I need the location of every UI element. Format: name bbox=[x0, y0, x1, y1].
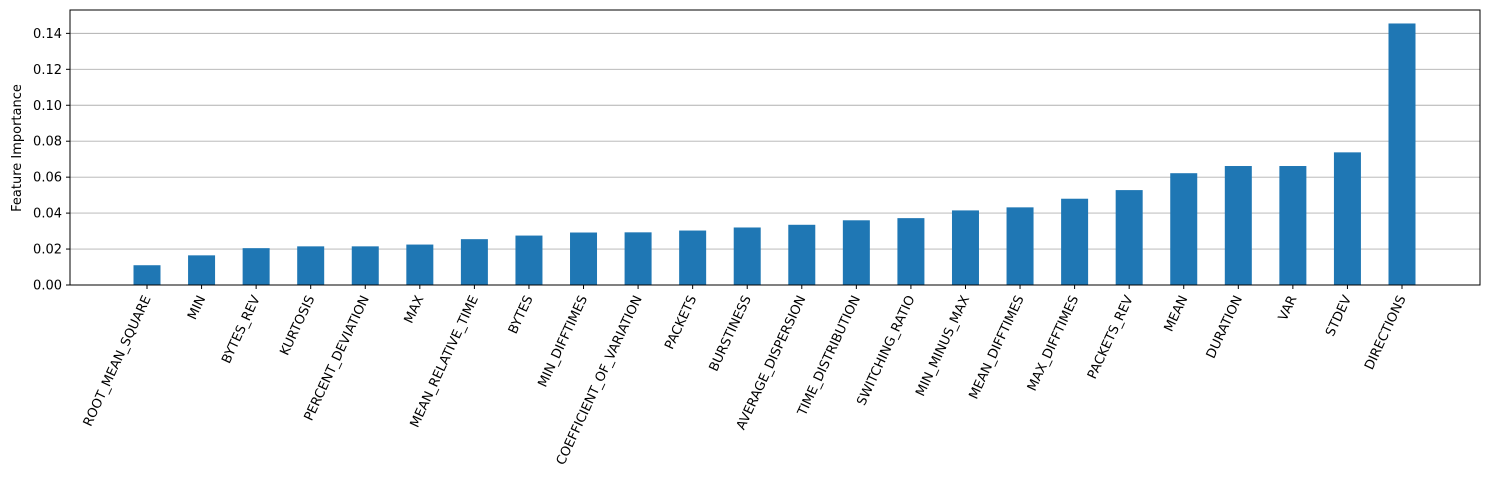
x-tick-label: SWITCHING_RATIO bbox=[854, 293, 918, 408]
x-tick-label: MIN_MINUS_MAX bbox=[913, 293, 973, 399]
bar-min-minus-max bbox=[951, 210, 979, 285]
x-tick-label: BYTES bbox=[506, 293, 537, 336]
y-tick-label: 0.14 bbox=[33, 27, 62, 42]
x-tick-label: MEAN_DIFFTIMES bbox=[966, 293, 1027, 401]
bar-max bbox=[406, 244, 434, 285]
bar-percent-deviation bbox=[351, 246, 379, 285]
bars bbox=[133, 23, 1416, 285]
bar-switching-ratio bbox=[897, 218, 925, 285]
x-tick-label: TIME_DISTRIBUTION bbox=[795, 293, 864, 419]
bar-time-distribution bbox=[842, 220, 870, 285]
x-tick-label: DIRECTIONS bbox=[1362, 293, 1409, 372]
y-tick-label: 0.10 bbox=[33, 99, 62, 114]
bar-max-difftimes bbox=[1061, 198, 1089, 285]
x-tick-label: DURATION bbox=[1204, 293, 1246, 361]
x-tick-label: PACKETS bbox=[662, 293, 700, 352]
x-tick-label: VAR bbox=[1276, 293, 1301, 323]
bar-bytes bbox=[515, 235, 543, 285]
bar-packets-rev bbox=[1115, 190, 1143, 285]
bar-kurtosis bbox=[297, 246, 325, 285]
bar-packets bbox=[679, 230, 707, 285]
y-tick-label: 0.08 bbox=[33, 135, 62, 150]
bar-duration bbox=[1224, 166, 1252, 285]
y-tick-label: 0.12 bbox=[33, 63, 62, 78]
bar-var bbox=[1279, 166, 1307, 285]
y-tick-label: 0.00 bbox=[33, 279, 62, 294]
y-tick-label: 0.04 bbox=[33, 207, 62, 222]
x-tick-label: BURSTINESS bbox=[707, 293, 755, 374]
bar-min bbox=[188, 255, 216, 285]
y-axis: 0.00 0.02 0.04 0.06 0.08 0.10 0.12 0.14 bbox=[33, 27, 70, 294]
plot-frame bbox=[69, 9, 1481, 286]
x-tick-label: KURTOSIS bbox=[278, 293, 319, 358]
bar-root-mean-square bbox=[133, 265, 161, 285]
bar-stdev bbox=[1333, 152, 1361, 285]
x-tick-label: MIN_DIFFTIMES bbox=[536, 293, 592, 389]
y-tick-label: 0.02 bbox=[33, 243, 62, 258]
bar-directions bbox=[1388, 23, 1416, 285]
y-axis-label: Feature Importance bbox=[10, 84, 25, 212]
bar-bytes-rev bbox=[242, 248, 270, 285]
x-tick-label: ROOT_MEAN_SQUARE bbox=[81, 293, 155, 429]
grid-lines bbox=[70, 32, 1480, 250]
x-tick-label: MIN bbox=[185, 293, 209, 322]
x-tick-label: STDEV bbox=[1323, 293, 1355, 339]
bar-average-dispersion bbox=[788, 224, 816, 285]
y-tick-label: 0.06 bbox=[33, 171, 62, 186]
bar-coefficient-of-variation bbox=[624, 232, 652, 285]
bar-burstiness bbox=[733, 227, 761, 285]
bar-mean-relative-time bbox=[460, 239, 488, 285]
x-tick-label: PERCENT_DEVIATION bbox=[302, 293, 373, 423]
x-tick-label: MAX bbox=[402, 293, 428, 326]
x-tick-label: PACKETS_REV bbox=[1085, 293, 1137, 381]
x-tick-label: MEAN bbox=[1162, 293, 1192, 334]
bar-min-difftimes bbox=[570, 232, 598, 285]
x-axis: ROOT_MEAN_SQUARE MIN BYTES_REV KURTOSISPERC… bbox=[81, 285, 1410, 468]
bar-mean-difftimes bbox=[1006, 207, 1034, 285]
x-tick-label: BYTES_REV bbox=[219, 293, 264, 366]
bar-mean bbox=[1170, 173, 1198, 285]
x-tick-label: MAX_DIFFTIMES bbox=[1025, 293, 1082, 393]
